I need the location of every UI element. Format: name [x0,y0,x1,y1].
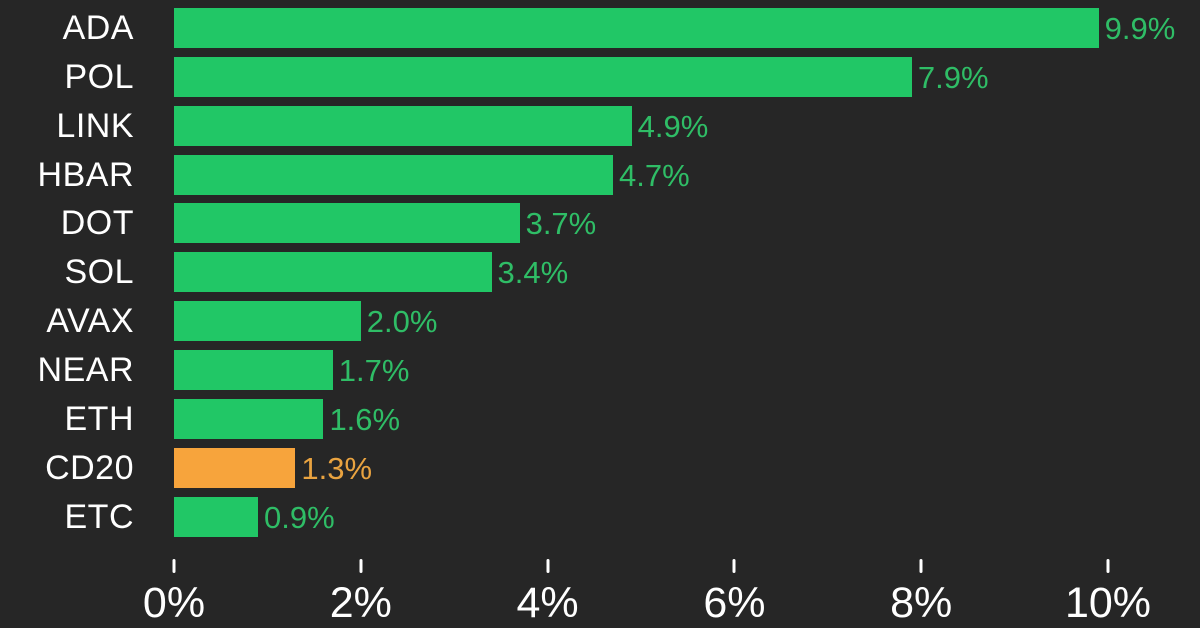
bar-row: CD20 1.3% [0,447,1200,488]
x-axis-tick [919,559,923,573]
bar-value-label: 7.9% [917,59,989,95]
bar-value-label: 3.7% [525,206,597,242]
bar-value-label: 3.4% [497,255,569,291]
x-axis-tick [359,559,363,573]
category-label: SOL [64,253,134,292]
x-axis-tick-label: 10% [1064,579,1152,627]
category-label: POL [64,57,134,96]
bar-row: NEAR 1.7% [0,349,1200,390]
bar [174,105,632,146]
bar-row: ADA 9.9% [0,8,1200,48]
bar-row: POL 7.9% [0,56,1200,97]
bar-row: ETC 0.9% [0,496,1200,537]
bar [174,496,259,537]
category-label: ADA [62,9,134,47]
x-axis-tick-label: 0% [142,579,206,627]
category-label: AVAX [46,302,134,341]
x-axis-tick-label: 8% [890,579,953,627]
category-label: LINK [56,106,134,145]
bar [174,447,296,488]
bar [174,349,333,390]
category-label: CD20 [45,448,134,487]
x-axis-tick-label: 2% [329,579,392,627]
bar-row: AVAX 2.0% [0,301,1200,342]
bar-value-label: 2.0% [366,304,438,340]
bar-value-label: 9.9% [1104,11,1176,46]
x-axis-tick [1106,559,1110,573]
category-label: ETH [64,399,134,438]
x-axis-tick [546,559,550,573]
bar [174,252,492,293]
bar-value-label: 4.9% [637,108,709,144]
bar-row: HBAR 4.7% [0,154,1200,195]
bar-row: DOT 3.7% [0,203,1200,244]
bar-value-label: 0.9% [264,499,335,535]
bar-value-label: 1.7% [338,352,410,388]
category-label: NEAR [37,350,134,389]
bar [174,154,613,195]
bar [174,203,520,244]
bar [174,398,324,439]
x-axis-tick [172,559,176,573]
bar-value-label: 4.7% [618,157,690,193]
bar-row: ETH 1.6% [0,398,1200,439]
x-axis-tick [732,559,736,573]
x-axis-tick-label: 4% [516,579,579,627]
category-label: HBAR [37,155,134,194]
x-axis-tick-label: 6% [703,579,766,627]
bar-value-label: 1.6% [329,401,401,437]
bar [174,301,361,342]
bar [174,8,1099,48]
category-label: ETC [64,497,134,536]
category-label: DOT [60,204,134,243]
bar-row: SOL 3.4% [0,252,1200,293]
bar-row: LINK 4.9% [0,105,1200,146]
bar-value-label: 1.3% [301,450,373,486]
bar [174,56,912,97]
